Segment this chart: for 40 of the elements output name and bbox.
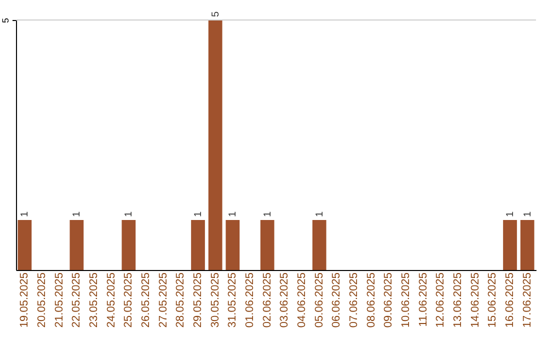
x-tick-label: 24.05.2025 [105, 272, 118, 328]
x-tick-label: 01.06.2025 [244, 272, 256, 328]
x-tick-label: 09.06.2025 [382, 272, 395, 328]
x-tick-label: 07.06.2025 [348, 272, 360, 328]
x-tick-label: 06.06.2025 [330, 272, 343, 328]
data-label: 1 [228, 211, 239, 217]
x-tick-label: 04.06.2025 [296, 272, 308, 328]
x-tick-label: 31.05.2025 [226, 272, 239, 328]
x-tick-label: 21.05.2025 [53, 272, 66, 328]
x-tick-label: 13.06.2025 [452, 272, 464, 328]
data-label: 1 [262, 211, 274, 217]
x-tick-label: 20.05.2025 [36, 272, 48, 328]
x-tick-label: 03.06.2025 [278, 272, 291, 328]
data-label: 1 [522, 211, 534, 217]
x-tick-label: 22.05.2025 [70, 272, 83, 328]
data-label: 1 [72, 211, 83, 217]
data-label: 1 [314, 211, 326, 217]
x-tick-label: 05.06.2025 [313, 272, 326, 328]
x-tick-label: 27.05.2025 [157, 272, 170, 328]
x-tick-label: 23.05.2025 [88, 272, 100, 328]
data-label: 1 [124, 211, 135, 217]
x-tick-label: 17.06.2025 [521, 272, 534, 328]
data-label: 5 [210, 11, 222, 17]
data-label: 1 [20, 211, 31, 217]
x-tick-label: 30.05.2025 [209, 272, 222, 328]
x-tick-label: 14.06.2025 [469, 272, 482, 328]
x-tick-label: 08.06.2025 [365, 272, 378, 328]
data-label: 1 [193, 211, 204, 217]
data-label: 1 [505, 211, 516, 217]
x-tick-label: 11.06.2025 [417, 272, 430, 327]
x-tick-label: 29.05.2025 [192, 272, 204, 328]
x-tick-label: 26.05.2025 [140, 272, 152, 328]
x-tick-label: 15.06.2025 [486, 272, 499, 328]
x-tick-label: 12.06.2025 [434, 272, 447, 328]
x-tick-label: 16.06.2025 [504, 272, 516, 328]
x-tick-label: 02.06.2025 [261, 272, 274, 328]
x-tick-label: 10.06.2025 [400, 272, 412, 328]
x-tick-label: 25.05.2025 [122, 272, 135, 328]
x-tick-label: 19.05.2025 [18, 272, 31, 328]
x-tick-label: 28.05.2025 [174, 272, 187, 328]
